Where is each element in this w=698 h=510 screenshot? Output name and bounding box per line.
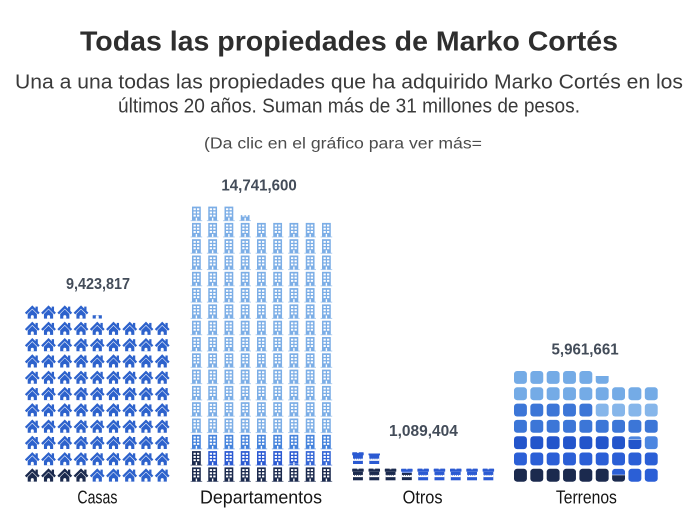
svg-text:Casas: Casas xyxy=(77,488,117,508)
svg-text:9,423,817: 9,423,817 xyxy=(66,276,130,293)
svg-text:Departamentos: Departamentos xyxy=(200,488,322,508)
svg-text:1,089,404: 1,089,404 xyxy=(389,423,458,440)
svg-text:5,961,661: 5,961,661 xyxy=(552,342,619,359)
svg-text:Terrenos: Terrenos xyxy=(556,488,617,508)
svg-text:últimos 20 años. Suman más de: últimos 20 años. Suman más de 31 millone… xyxy=(118,95,580,117)
svg-text:Una a una todas las propiedade: Una a una todas las propiedades que ha a… xyxy=(15,72,683,94)
svg-text:Otros: Otros xyxy=(403,488,443,508)
svg-text:(Da clic en el gráfico para ve: (Da clic en el gráfico para ver más= xyxy=(204,135,482,152)
svg-text:14,741,600: 14,741,600 xyxy=(221,178,296,195)
svg-text:Todas las propiedades de Marko: Todas las propiedades de Marko Cortés xyxy=(80,26,618,57)
